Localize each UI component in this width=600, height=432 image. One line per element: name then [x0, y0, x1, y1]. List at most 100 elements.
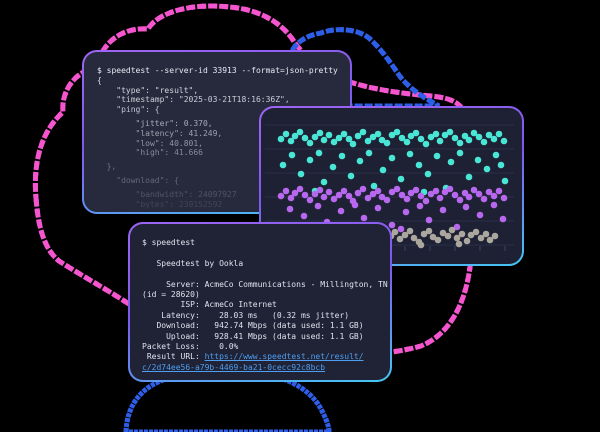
data-point [444, 232, 452, 240]
data-point [330, 138, 338, 146]
data-point [325, 131, 333, 139]
data-point [500, 137, 508, 145]
data-point [412, 186, 420, 194]
terminal-line: Download: 942.74 Mbps (data used: 1.1 GB… [142, 321, 390, 331]
data-point [340, 187, 348, 195]
data-point [492, 151, 500, 159]
data-point [429, 233, 437, 241]
data-point [472, 228, 480, 236]
data-point [359, 185, 367, 193]
terminal-line: Latency: 28.03 ms (0.32 ms jitter) [142, 311, 390, 321]
data-point [393, 128, 401, 136]
terminal-line [142, 269, 390, 279]
data-point [297, 170, 305, 178]
data-point [320, 136, 328, 144]
data-point [497, 161, 505, 169]
data-point [306, 139, 314, 147]
data-point [456, 149, 464, 157]
data-point [500, 194, 508, 202]
data-point [296, 185, 304, 193]
terminal-json-body: $ speedtest --server-id 33913 --format=j… [84, 52, 350, 212]
data-point [330, 195, 338, 203]
terminal-line-text: }, [97, 162, 117, 172]
terminal-result-output: $ speedtest Speedtest by Ookla Server: A… [142, 238, 390, 373]
terminal-line: "timestamp": "2025-03-21T18:16:36Z", [97, 95, 350, 105]
data-point [461, 132, 469, 140]
data-point [338, 152, 346, 160]
terminal-line: "bytes": 239152592 [97, 200, 350, 210]
data-point [486, 236, 494, 244]
data-point [314, 202, 322, 210]
data-point [388, 131, 396, 139]
data-point [465, 173, 473, 181]
data-point [456, 196, 464, 204]
data-point [397, 225, 405, 233]
data-point [320, 193, 328, 201]
terminal-line-text: ISP: AcmeCo Internet [142, 300, 277, 310]
terminal-line-text: $ speedtest --server-id 33913 --format=j… [97, 66, 338, 75]
data-point [287, 194, 295, 202]
terminal-line-text: "latency": 41.249, [97, 128, 223, 138]
terminal-line: "high": 41.666 [97, 148, 350, 158]
data-point [425, 227, 433, 235]
data-point [291, 132, 299, 140]
data-point [282, 187, 290, 195]
data-point [451, 134, 459, 142]
result-url-link[interactable]: c/2d74ee56-a79b-4469-ba21-0cecc92c8bcb [142, 362, 326, 372]
data-point [417, 241, 425, 249]
data-point [383, 139, 391, 147]
terminal-line-text: "type": "result", [97, 85, 199, 95]
data-point [301, 134, 309, 142]
data-point [470, 186, 478, 194]
data-point [354, 189, 362, 197]
terminal-line: ISP: AcmeCo Internet [142, 300, 390, 310]
data-point [475, 190, 483, 198]
data-point [439, 206, 447, 214]
data-point [374, 187, 382, 195]
terminal-window-result: $ speedtest Speedtest by Ookla Server: A… [128, 222, 392, 382]
data-point [432, 130, 440, 138]
data-point [495, 187, 503, 195]
data-point [485, 188, 493, 196]
cyan-cloud-top [286, 30, 439, 109]
data-point [403, 138, 411, 146]
data-point [461, 189, 469, 197]
terminal-line: "latency": 41.249, [97, 129, 350, 139]
data-point [441, 131, 449, 139]
data-point [475, 133, 483, 141]
data-point [453, 234, 461, 242]
data-point [415, 161, 423, 169]
terminal-line-text: Server: AcmeCo Communications - Millingt… [142, 279, 388, 289]
data-point [501, 177, 509, 185]
data-point [345, 192, 353, 200]
data-point [296, 128, 304, 136]
data-point [495, 130, 503, 138]
data-point [463, 237, 471, 245]
terminal-line: "ping": { [97, 105, 350, 115]
data-point [412, 129, 420, 137]
data-point [433, 152, 441, 160]
data-point [407, 189, 415, 197]
data-point [422, 140, 430, 148]
result-url-link[interactable]: https://www.speedtest.net/result/ [204, 352, 364, 362]
terminal-line-text: { [97, 75, 102, 85]
data-point [316, 186, 324, 194]
data-point [447, 158, 455, 166]
terminal-line: c/2d74ee56-a79b-4469-ba21-0cecc92c8bcb [142, 363, 390, 373]
data-point [364, 194, 372, 202]
data-point [379, 166, 387, 174]
terminal-line-text: "bandwidth": 24097927 [97, 189, 237, 199]
data-point [422, 197, 430, 205]
data-point [420, 230, 428, 238]
gray-dots [387, 226, 499, 249]
data-point [349, 140, 357, 148]
data-point [446, 128, 454, 136]
data-point [378, 193, 386, 201]
data-point [477, 234, 485, 242]
terminal-line-text: $ speedtest [142, 238, 195, 247]
terminal-line-text: "high": 41.666 [97, 148, 203, 158]
data-point [470, 129, 478, 137]
data-point [396, 235, 404, 243]
data-point [369, 190, 377, 198]
data-point [388, 188, 396, 196]
